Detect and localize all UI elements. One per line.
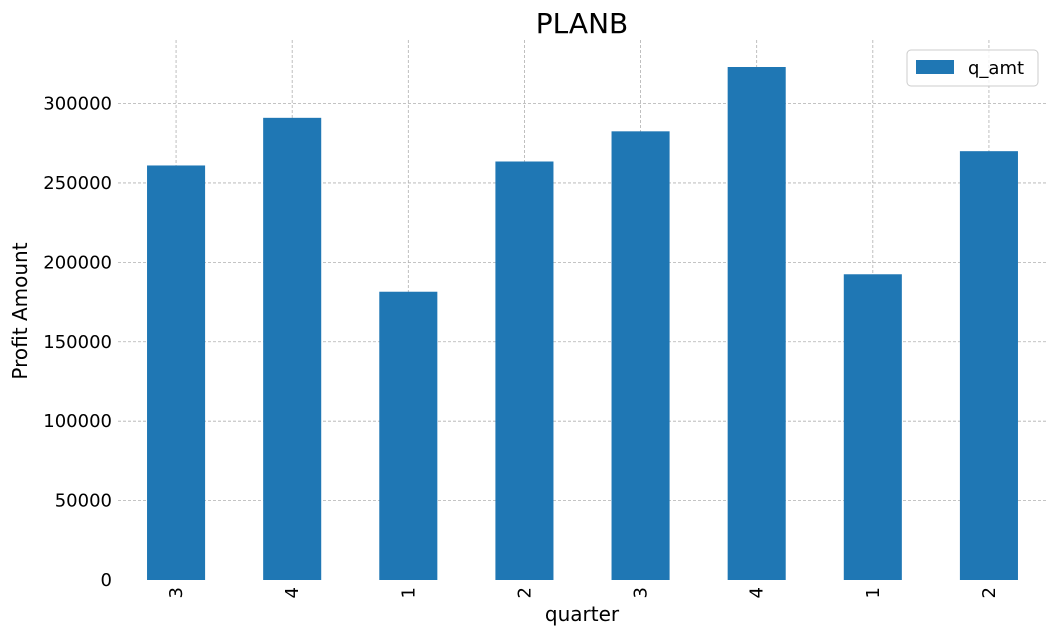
grid [118, 40, 1047, 580]
x-tick-label: 3 [166, 587, 187, 598]
bar [263, 117, 322, 580]
x-tick-label: 2 [979, 587, 1000, 598]
x-tick-label: 4 [747, 587, 768, 598]
bar [843, 274, 902, 580]
chart-title: PLANB [536, 7, 628, 40]
y-axis-title: Profit Amount [8, 242, 32, 379]
x-tick-label: 3 [631, 587, 652, 598]
legend-label: q_amt [968, 58, 1024, 79]
x-axis-title: quarter [545, 602, 620, 626]
bar [379, 291, 438, 580]
legend-swatch [916, 60, 954, 74]
bar [495, 161, 554, 580]
x-tick-label: 1 [863, 587, 884, 598]
bar [727, 67, 786, 580]
y-axis-ticks: 0 50000 100000 150000 200000 250000 300000 [43, 94, 112, 591]
bar [611, 131, 670, 580]
y-tick-label: 200000 [43, 252, 112, 273]
bars [147, 67, 1018, 581]
x-tick-label: 2 [514, 587, 535, 598]
x-tick-label: 1 [398, 587, 419, 598]
y-tick-label: 0 [101, 570, 112, 591]
x-axis-ticks: 3 4 1 2 3 4 1 2 [166, 587, 1000, 598]
y-tick-label: 50000 [55, 491, 112, 512]
y-tick-label: 250000 [43, 173, 112, 194]
y-tick-label: 300000 [43, 94, 112, 115]
y-tick-label: 150000 [43, 332, 112, 353]
bar [147, 165, 206, 580]
x-tick-label: 4 [282, 587, 303, 598]
bar [959, 151, 1018, 581]
legend-box [906, 49, 1039, 87]
legend: q_amt [906, 49, 1039, 87]
y-tick-label: 100000 [43, 411, 112, 432]
